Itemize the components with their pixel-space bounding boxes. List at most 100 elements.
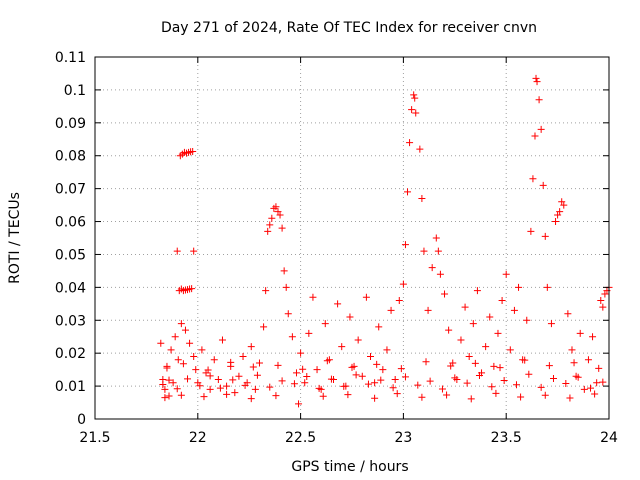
data-point	[266, 383, 274, 391]
data-point	[371, 379, 379, 387]
data-point	[272, 392, 280, 400]
data-point	[301, 379, 309, 387]
data-point	[443, 391, 451, 399]
data-point	[227, 358, 235, 366]
data-point	[214, 376, 222, 384]
data-point	[490, 362, 498, 370]
y-tick-label: 0.08	[55, 149, 86, 165]
data-point	[412, 109, 420, 117]
y-tick-labels: 0 0.01 0.02 0.03 0.04 0.05 0.06 0.07 0.08 0.09 0.1…	[55, 50, 86, 428]
data-point	[436, 270, 444, 278]
data-point	[416, 145, 424, 153]
data-point	[264, 227, 272, 235]
data-point	[457, 336, 465, 344]
data-point	[580, 385, 588, 393]
y-tick-label: 0.1	[64, 83, 86, 99]
data-point	[169, 379, 177, 387]
x-tick-label: 24	[600, 430, 618, 446]
data-point	[282, 283, 290, 291]
data-point	[367, 352, 375, 360]
data-point	[584, 356, 592, 364]
data-point	[249, 363, 257, 371]
data-point	[216, 384, 224, 392]
data-point	[418, 393, 426, 401]
data-point	[438, 385, 446, 393]
data-point	[488, 383, 496, 391]
data-point	[525, 370, 533, 378]
data-point	[500, 376, 508, 384]
y-tick-label: 0.05	[55, 247, 86, 263]
x-axis-label: GPS time / hours	[291, 459, 408, 475]
y-tick-label: 0.11	[55, 50, 86, 66]
data-point	[471, 359, 479, 367]
data-point	[564, 310, 572, 318]
data-point	[576, 329, 584, 337]
x-tick-label: 23	[394, 430, 412, 446]
data-point	[591, 390, 599, 398]
data-point	[521, 356, 529, 364]
data-point	[165, 392, 173, 400]
data-point	[543, 283, 551, 291]
data-point	[424, 306, 432, 314]
data-point	[313, 366, 321, 374]
data-point	[161, 394, 169, 402]
data-point	[340, 382, 348, 390]
data-point	[251, 385, 259, 393]
data-point	[568, 346, 576, 354]
data-point	[290, 380, 298, 388]
data-point	[552, 218, 560, 226]
data-point	[173, 247, 181, 255]
data-point	[268, 214, 276, 222]
data-point	[411, 94, 419, 102]
y-axis-label: ROTI / TECUs	[7, 192, 23, 284]
data-point	[177, 320, 185, 328]
data-point	[560, 201, 568, 209]
data-point	[494, 329, 502, 337]
data-point	[274, 361, 282, 369]
data-point	[475, 372, 483, 380]
data-point	[445, 326, 453, 334]
data-point	[272, 203, 280, 211]
data-points	[157, 74, 613, 408]
data-point	[371, 394, 379, 402]
data-point	[210, 356, 218, 364]
data-point	[517, 393, 525, 401]
data-point	[486, 313, 494, 321]
data-point	[292, 369, 300, 377]
data-point	[401, 241, 409, 249]
data-point	[189, 147, 197, 155]
data-point	[247, 343, 255, 351]
data-point	[241, 381, 249, 389]
x-tick-label: 22.5	[285, 430, 316, 446]
data-point	[327, 375, 335, 383]
data-point	[410, 91, 418, 99]
data-point	[387, 306, 395, 314]
y-tick-label: 0.09	[55, 116, 86, 132]
data-point	[177, 391, 185, 399]
data-point	[391, 376, 399, 384]
data-point	[159, 380, 167, 388]
data-point	[334, 300, 342, 308]
data-point	[599, 378, 607, 386]
data-point	[532, 74, 540, 82]
data-point	[377, 376, 385, 384]
data-point	[570, 359, 578, 367]
data-point	[397, 365, 405, 373]
data-point	[167, 346, 175, 354]
data-point	[206, 385, 214, 393]
data-point	[428, 264, 436, 272]
data-point	[537, 125, 545, 133]
data-point	[434, 247, 442, 255]
data-point	[562, 379, 570, 387]
data-point	[533, 78, 541, 86]
data-point	[492, 389, 500, 397]
data-point	[223, 382, 231, 390]
data-point	[288, 333, 296, 341]
data-point	[276, 211, 284, 219]
data-point	[404, 188, 412, 196]
data-point	[262, 287, 270, 295]
data-point	[496, 364, 504, 372]
data-point	[473, 287, 481, 295]
data-point	[165, 376, 173, 384]
data-point	[229, 376, 237, 384]
